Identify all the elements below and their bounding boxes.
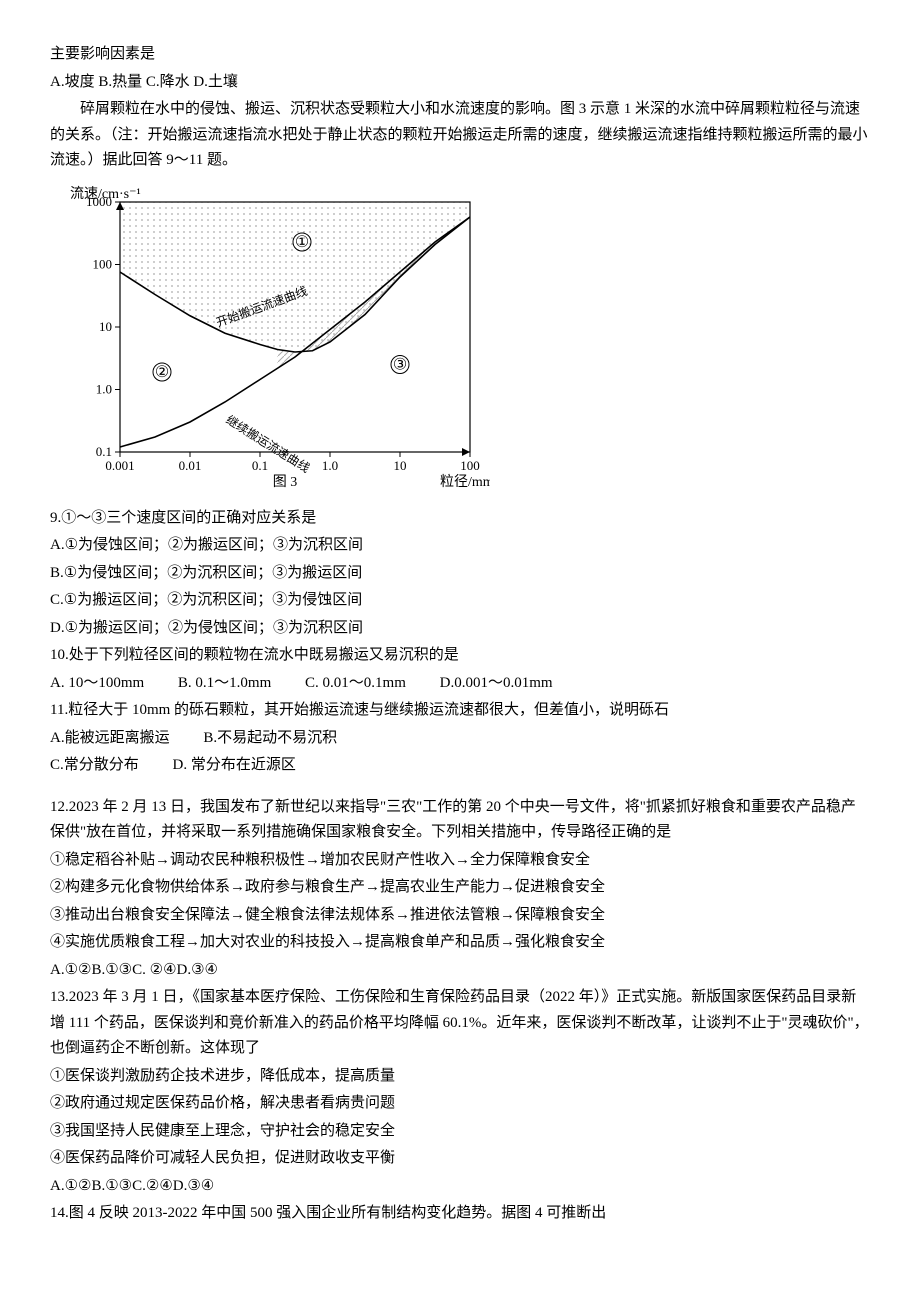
q10-options: A. 10～100mm B. 0.1～1.0mm C. 0.01～0.1mm D…	[50, 671, 870, 697]
q10-opt-c: C. 0.01～0.1mm	[305, 671, 406, 697]
q11-opt-a: A.能被远距离搬运	[50, 726, 170, 752]
q13-s1: ①医保谈判激励药企技术进步，降低成本，提高质量	[50, 1064, 870, 1090]
q10-opt-d: D.0.001～0.01mm	[440, 671, 553, 697]
passage-2: 碎屑颗粒在水中的侵蚀、搬运、沉积状态受颗粒大小和水流速度的影响。图 3 示意 1…	[50, 97, 870, 174]
q12-s4: ④实施优质粮食工程→加大对农业的科技投入→提高粮食单产和品质→强化粮食安全	[50, 930, 870, 956]
q11-opt-c: C.常分散分布	[50, 753, 139, 779]
svg-text:0.1: 0.1	[96, 444, 112, 459]
q11-options-row2: C.常分散分布 D. 常分布在近源区	[50, 753, 870, 779]
svg-text:1.0: 1.0	[96, 381, 112, 396]
q9-opt-c: C.①为搬运区间；②为沉积区间；③为侵蚀区间	[50, 588, 870, 614]
q11-opt-d: D. 常分布在近源区	[173, 753, 296, 779]
q13-s4: ④医保药品降价可减轻人民负担，促进财政收支平衡	[50, 1146, 870, 1172]
svg-text:10: 10	[394, 458, 407, 473]
q12-options: A.①②B.①③C. ②④D.③④	[50, 958, 870, 984]
q9-stem: 9.①～③三个速度区间的正确对应关系是	[50, 506, 870, 532]
q14-stem: 14.图 4 反映 2013-2022 年中国 500 强入围企业所有制结构变化…	[50, 1201, 870, 1227]
q13-s2: ②政府通过规定医保药品价格，解决患者看病贵问题	[50, 1091, 870, 1117]
svg-text:1.0: 1.0	[322, 458, 338, 473]
q9-opt-b: B.①为侵蚀区间；②为沉积区间；③为搬运区间	[50, 561, 870, 587]
chart-figure-3: 0.11.01010010000.0010.010.11.010100流速/cm…	[50, 182, 870, 502]
q10-opt-b: B. 0.1～1.0mm	[178, 671, 271, 697]
q11-opt-b: B.不易起动不易沉积	[203, 726, 337, 752]
svg-text:10: 10	[99, 319, 112, 334]
q10-stem: 10.处于下列粒径区间的颗粒物在流水中既易搬运又易沉积的是	[50, 643, 870, 669]
svg-text:流速/cm·s⁻¹: 流速/cm·s⁻¹	[70, 186, 141, 202]
svg-text:0.01: 0.01	[179, 458, 202, 473]
q12-s2: ②构建多元化食物供给体系→政府参与粮食生产→提高农业生产能力→促进粮食安全	[50, 875, 870, 901]
q9-opt-a: A.①为侵蚀区间；②为搬运区间；③为沉积区间	[50, 533, 870, 559]
intro-line: 主要影响因素是	[50, 42, 870, 68]
svg-text:粒径/mm: 粒径/mm	[440, 474, 490, 490]
q11-options-row1: A.能被远距离搬运 B.不易起动不易沉积	[50, 726, 870, 752]
q13-s3: ③我国坚持人民健康至上理念，守护社会的稳定安全	[50, 1119, 870, 1145]
intro-options: A.坡度 B.热量 C.降水 D.土壤	[50, 70, 870, 96]
q12-s1: ①稳定稻谷补贴→调动农民种粮积极性→增加农民财产性收入→全力保障粮食安全	[50, 848, 870, 874]
svg-text:0.001: 0.001	[105, 458, 134, 473]
svg-text:0.1: 0.1	[252, 458, 268, 473]
q12-stem: 12.2023 年 2 月 13 日，我国发布了新世纪以来指导"三农"工作的第 …	[50, 795, 870, 846]
chart-svg: 0.11.01010010000.0010.010.11.010100流速/cm…	[50, 182, 490, 502]
svg-text:100: 100	[460, 458, 480, 473]
spacer	[50, 781, 870, 793]
q10-opt-a: A. 10～100mm	[50, 671, 144, 697]
q13-options: A.①②B.①③C.②④D.③④	[50, 1174, 870, 1200]
svg-text:③: ③	[393, 356, 407, 373]
q11-stem: 11.粒径大于 10mm 的砾石颗粒，其开始搬运流速与继续搬运流速都很大，但差值…	[50, 698, 870, 724]
svg-text:①: ①	[295, 234, 309, 251]
svg-text:图 3: 图 3	[273, 475, 298, 490]
q9-opt-d: D.①为搬运区间；②为侵蚀区间；③为沉积区间	[50, 616, 870, 642]
svg-text:100: 100	[93, 256, 113, 271]
q12-s3: ③推动出台粮食安全保障法→健全粮食法律法规体系→推进依法管粮→保障粮食安全	[50, 903, 870, 929]
q13-stem: 13.2023 年 3 月 1 日，《国家基本医疗保险、工伤保险和生育保险药品目…	[50, 985, 870, 1062]
svg-text:②: ②	[155, 364, 169, 381]
